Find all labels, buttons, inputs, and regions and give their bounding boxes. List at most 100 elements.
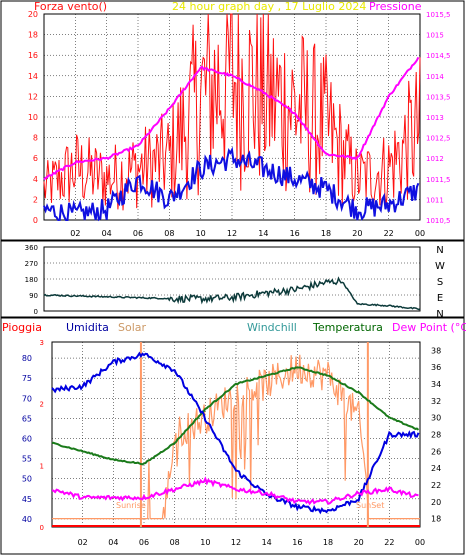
temperature-line: [51, 366, 420, 466]
direction-tick-label: 360: [25, 244, 38, 252]
humidity-tick-label: 70: [22, 394, 32, 403]
direction-tick-label: 90: [29, 292, 38, 300]
humidity-header: Umidita: [66, 321, 109, 334]
pressure-tick-label: 1013,5: [426, 93, 451, 101]
rain-tick-label: 1: [40, 462, 44, 470]
wind-tick-label: 14: [28, 72, 38, 81]
humidity-tick-label: 60: [22, 435, 32, 444]
temp-humidity-series: [51, 342, 420, 527]
temperature-tick-label: 38: [431, 346, 441, 355]
wind-tick-label: 6: [33, 154, 38, 163]
pressure-tick-label: 1012,5: [426, 135, 451, 143]
compass-letter: N: [436, 245, 443, 256]
wind-tick-label: 12: [28, 92, 38, 101]
time-tick-label: 04: [102, 229, 112, 238]
time-tick-label: 22: [384, 538, 394, 547]
wind-average-line: [43, 146, 420, 222]
rain-tick-label: 0: [40, 524, 44, 532]
time-tick-label: 22: [384, 229, 394, 238]
wind-tick-label: 16: [28, 51, 38, 60]
temperature-tick-label: 20: [431, 498, 441, 507]
wind-gust-line: [43, 13, 421, 211]
time-tick-label: 14: [262, 538, 272, 547]
temp-humidity-panel: [0, 317, 465, 555]
pressure-tick-label: 1013: [426, 114, 444, 122]
temperature-header: Temperatura: [312, 321, 383, 334]
direction-tick-label: 0: [34, 308, 38, 316]
pressure-line: [43, 56, 420, 181]
temperature-tick-label: 32: [431, 397, 441, 406]
wind-tick-label: 0: [33, 216, 38, 225]
solar-line: [52, 354, 420, 520]
humidity-tick-label: 55: [22, 455, 32, 464]
graph-date-title: 24 hour graph day , 17 Luglio 2024: [172, 0, 366, 13]
time-tick-label: 04: [108, 538, 118, 547]
time-tick-label: 06: [139, 538, 149, 547]
wind-speed-axis-title: Forza vento(): [34, 0, 107, 13]
pressure-axis-title: Pressione: [369, 0, 422, 13]
wind-direction-panel: [0, 240, 465, 318]
time-tick-label: 10: [200, 538, 210, 547]
time-tick-label: 08: [164, 229, 174, 238]
pressure-tick-label: 1012: [426, 155, 444, 163]
compass-letter: W: [435, 261, 445, 272]
time-tick-label: 08: [170, 538, 180, 547]
temperature-tick-label: 30: [431, 414, 441, 423]
wind-time-tick-labels: 02 04 06 08 10 12 14 16 18 20 22 00: [70, 229, 425, 238]
time-tick-label: 18: [323, 538, 333, 547]
pressure-tick-label: 1010,5: [426, 217, 451, 225]
compass-letter: S: [437, 277, 443, 288]
humidity-tick-label: 65: [22, 414, 32, 423]
dewpoint-line: [51, 476, 419, 506]
temperature-tick-labels: 38 36 34 32 30 28 26 24 22 20 18: [431, 346, 441, 523]
time-tick-label: 18: [321, 229, 331, 238]
time-tick-label: 16: [292, 538, 302, 547]
time-tick-label: 02: [78, 538, 88, 547]
wind-tick-label: 4: [33, 175, 38, 184]
humidity-tick-label: 75: [22, 374, 32, 383]
rain-tick-label: 2: [40, 401, 44, 409]
time-tick-label: 16: [290, 229, 300, 238]
time-tick-label: 00: [415, 538, 425, 547]
sunset-label: SunSet: [356, 501, 384, 510]
wind-tick-label: 10: [28, 113, 38, 122]
humidity-tick-label: 45: [22, 495, 32, 504]
direction-tick-labels: 360 270 180 90 0: [25, 244, 38, 316]
temperature-tick-label: 22: [431, 481, 441, 490]
pressure-tick-label: 1014,5: [426, 52, 451, 60]
humidity-tick-label: 80: [22, 354, 32, 363]
temp-time-tick-labels: 02 04 06 08 10 12 14 16 18 20 22 00: [78, 538, 426, 547]
time-tick-label: 00: [415, 229, 425, 238]
wind-tick-label: 18: [28, 31, 38, 40]
rain-tick-labels: 3 2 1 0: [40, 339, 44, 532]
temperature-tick-label: 36: [431, 363, 441, 372]
pressure-tick-label: 1011,5: [426, 176, 451, 184]
temperature-tick-label: 26: [431, 447, 441, 456]
time-tick-label: 14: [258, 229, 268, 238]
wind-pressure-series: [43, 13, 421, 222]
temperature-tick-label: 24: [431, 464, 441, 473]
windchill-header: Windchill: [247, 321, 297, 334]
pressure-tick-label: 1014: [426, 73, 444, 81]
sunrise-label: Sunrise: [116, 501, 146, 510]
pressure-tick-label: 1015,5: [426, 11, 451, 19]
pressure-tick-label: 1015: [426, 32, 444, 40]
temperature-tick-label: 34: [431, 380, 441, 389]
rain-tick-label: 3: [40, 339, 44, 347]
time-tick-label: 20: [352, 229, 362, 238]
wind-direction-series: [43, 276, 421, 311]
dewpoint-header: Dew Point (°C): [392, 321, 466, 334]
humidity-line: [51, 351, 420, 515]
wind-tick-label: 20: [28, 10, 38, 19]
compass-letter: E: [437, 293, 443, 304]
wind-tick-label: 2: [33, 195, 38, 204]
humidity-tick-label: 50: [22, 475, 32, 484]
humidity-tick-label: 40: [22, 515, 32, 524]
pressure-tick-labels: 1015,5 1015 1014,5 1014 1013,5 1013 1012,5 1012…: [426, 11, 451, 225]
temperature-tick-label: 18: [431, 515, 441, 524]
time-tick-label: 06: [133, 229, 143, 238]
time-tick-label: 20: [354, 538, 364, 547]
wind-tick-label: 8: [33, 134, 38, 143]
